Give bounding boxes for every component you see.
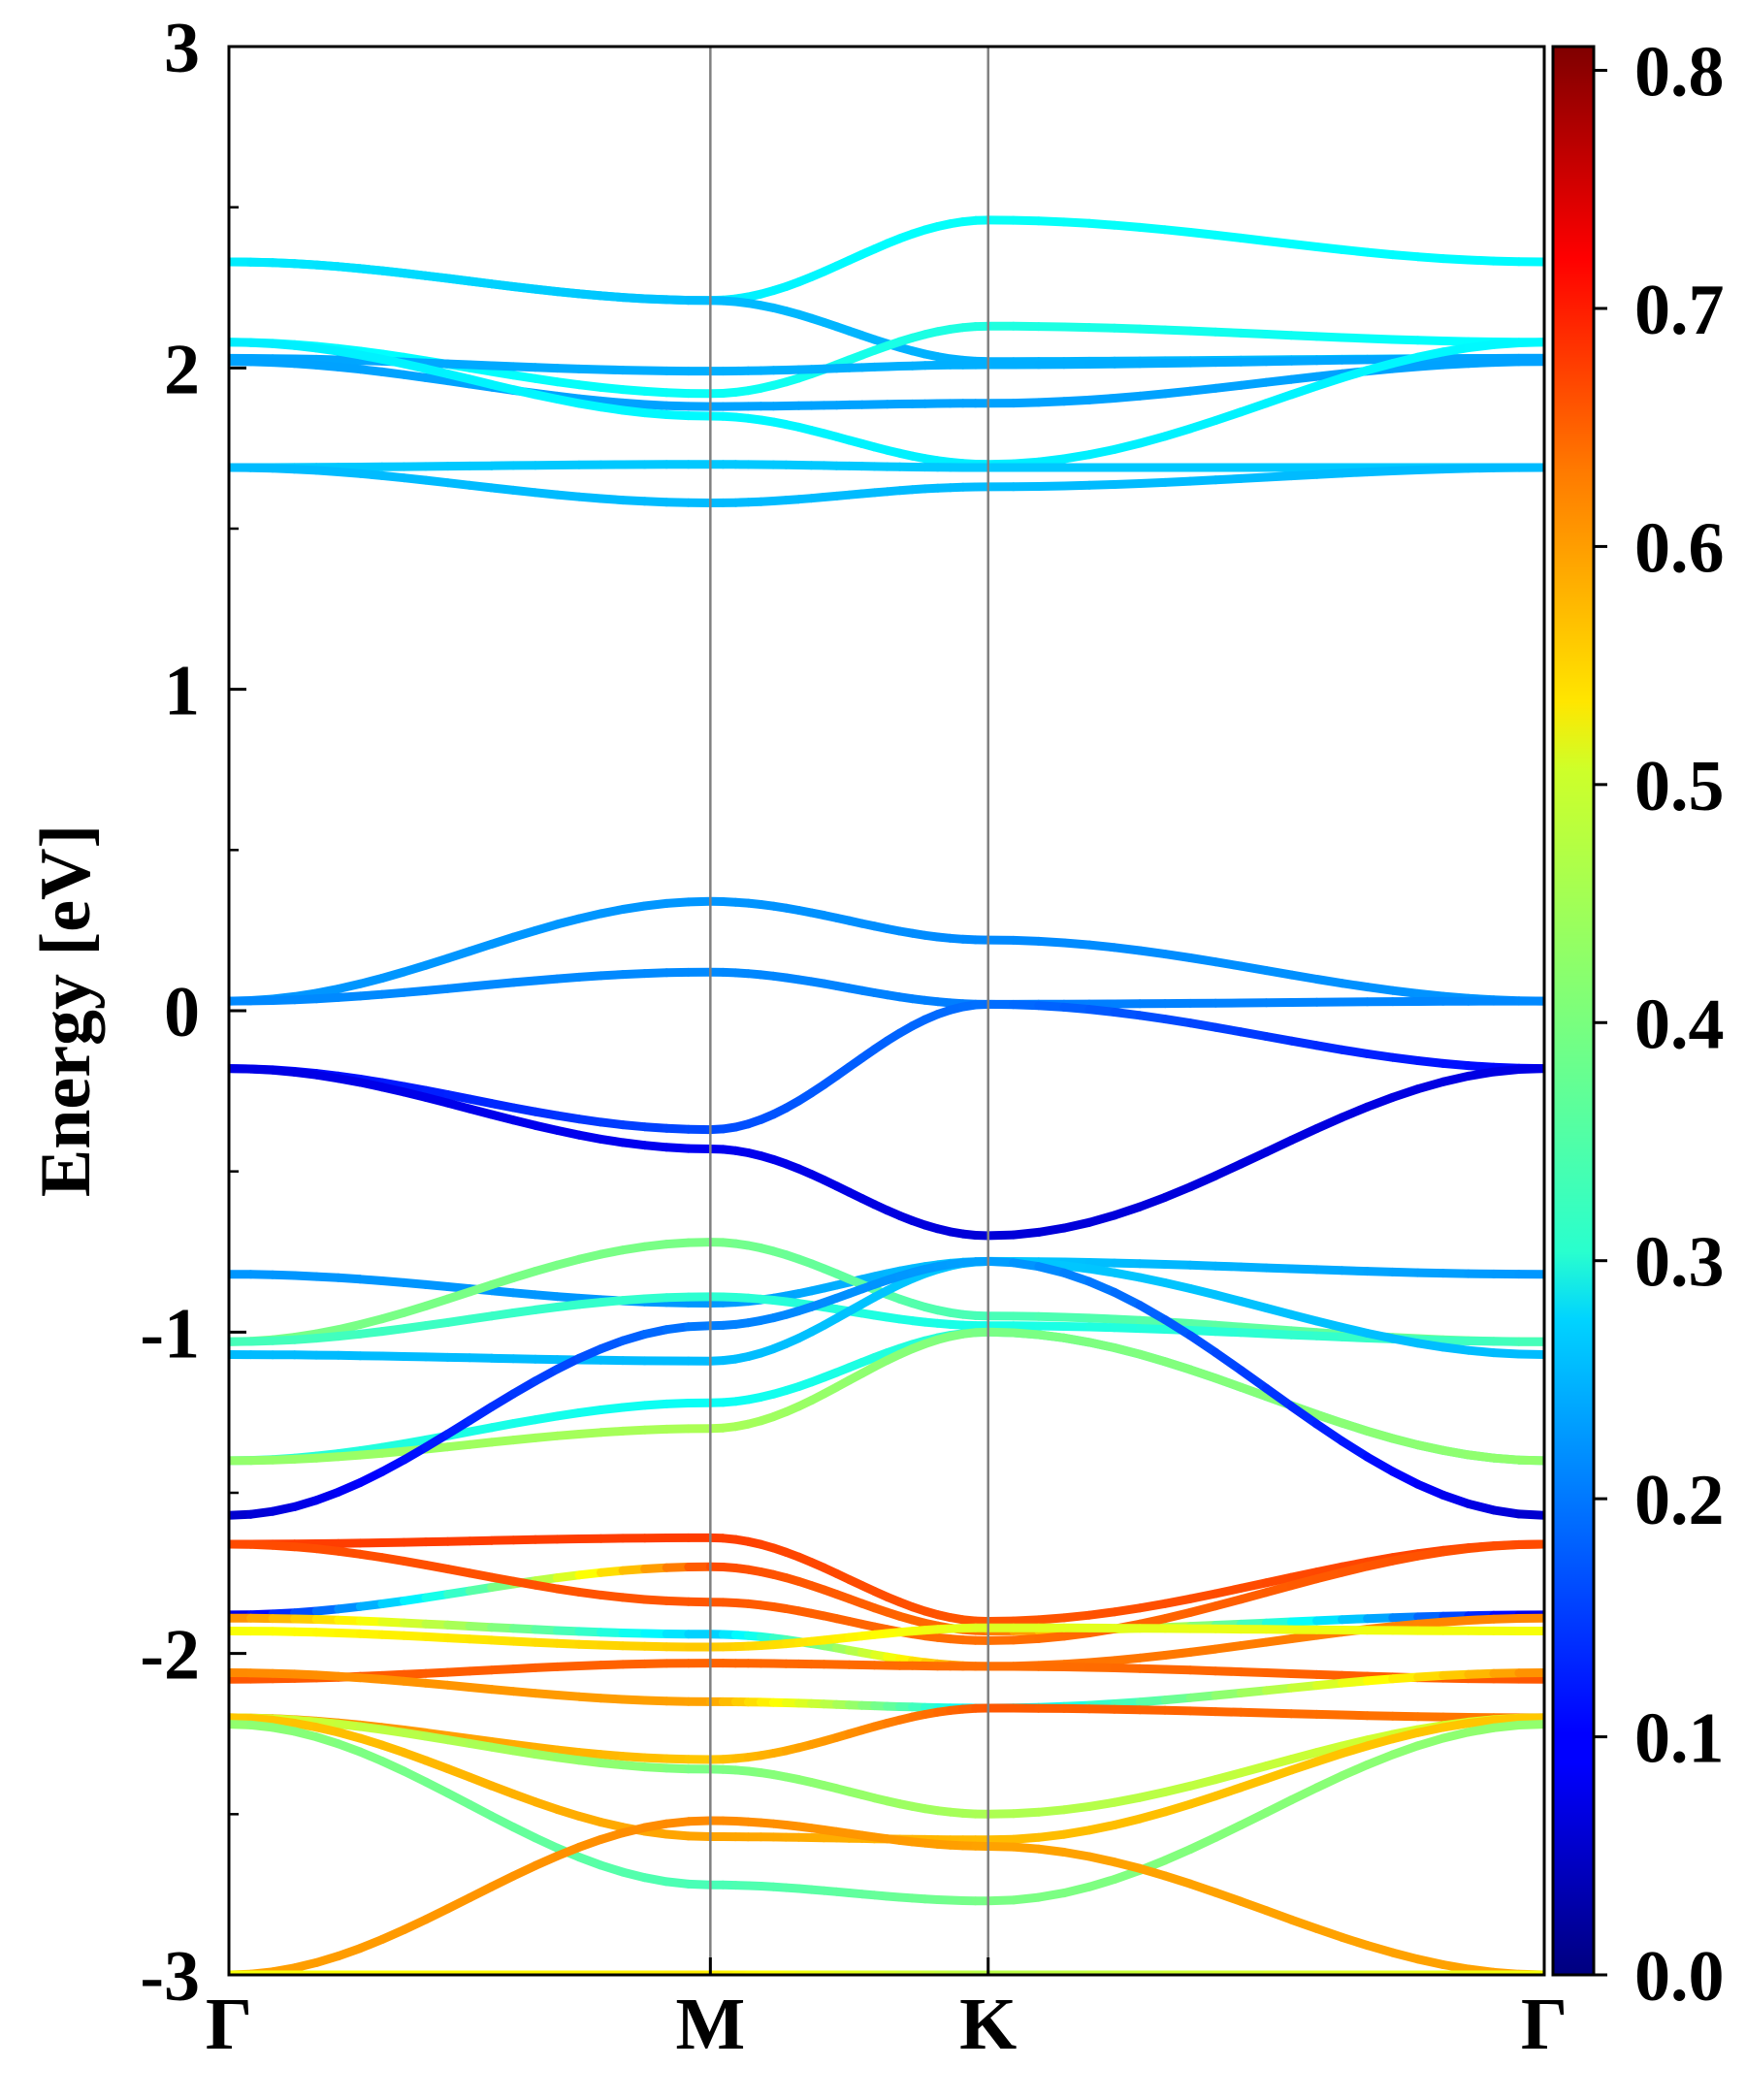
band-0 xyxy=(229,220,1544,301)
y-tick-label: -1 xyxy=(140,1294,200,1373)
band-segment xyxy=(1215,1352,1241,1370)
band-segment xyxy=(1519,1725,1544,1726)
band-segment xyxy=(1519,1514,1544,1515)
band-23 xyxy=(229,1628,1544,1647)
x-tick-label: Γ xyxy=(1521,1984,1568,2065)
band-6 xyxy=(229,465,1544,468)
colorbar-axis: 0.0 0.1 0.2 0.3 0.4 0.5 0.6 0.7 0.8 xyxy=(1594,33,1725,2017)
y-axis-label: Energy [eV] xyxy=(26,824,106,1197)
band-27 xyxy=(229,1718,1544,1814)
band-segment xyxy=(1317,1424,1342,1441)
colorbar-tick-label: 0.5 xyxy=(1634,747,1725,826)
band-segment xyxy=(1368,1457,1393,1471)
band-segment xyxy=(1519,1544,1544,1545)
band-18 xyxy=(229,1261,1544,1515)
band-8 xyxy=(229,901,1544,1001)
band-segment xyxy=(1190,1336,1215,1353)
colorbar-tick-label: 0.3 xyxy=(1634,1223,1725,1303)
y-tick-label: 3 xyxy=(164,9,200,88)
x-tick-label: K xyxy=(959,1984,1017,2065)
band-segment xyxy=(1342,1441,1368,1457)
band-segment xyxy=(1519,1354,1544,1355)
band-segment xyxy=(1519,1460,1544,1461)
colorbar-tick-label: 0.6 xyxy=(1634,508,1725,588)
y-tick-label: 1 xyxy=(164,652,200,731)
x-tick-label: M xyxy=(675,1984,745,2065)
colorbar-tick-label: 0.2 xyxy=(1634,1461,1725,1540)
colorbar-tick-label: 0.0 xyxy=(1634,1937,1725,2017)
y-tick-label: -2 xyxy=(140,1616,200,1696)
colorbar xyxy=(1553,47,1594,1975)
band-segment xyxy=(1519,1718,1544,1719)
y-tick-label: 2 xyxy=(164,330,200,409)
band-7 xyxy=(229,468,1544,503)
x-tick-label: Γ xyxy=(206,1984,252,2065)
colorbar-tick-label: 0.4 xyxy=(1634,985,1725,1064)
bands-layer xyxy=(229,220,1544,1975)
y-tick-label: -3 xyxy=(140,1937,200,2017)
colorbar-tick-label: 0.1 xyxy=(1634,1699,1725,1779)
band-segment xyxy=(1519,1069,1544,1070)
band-11 xyxy=(229,1069,1544,1236)
y-tick-label: 0 xyxy=(164,973,200,1052)
band-24 xyxy=(229,1664,1544,1680)
colorbar-tick-label: 0.8 xyxy=(1634,33,1725,113)
band-segment xyxy=(1519,342,1544,343)
colorbar-tick-label: 0.7 xyxy=(1634,271,1725,350)
